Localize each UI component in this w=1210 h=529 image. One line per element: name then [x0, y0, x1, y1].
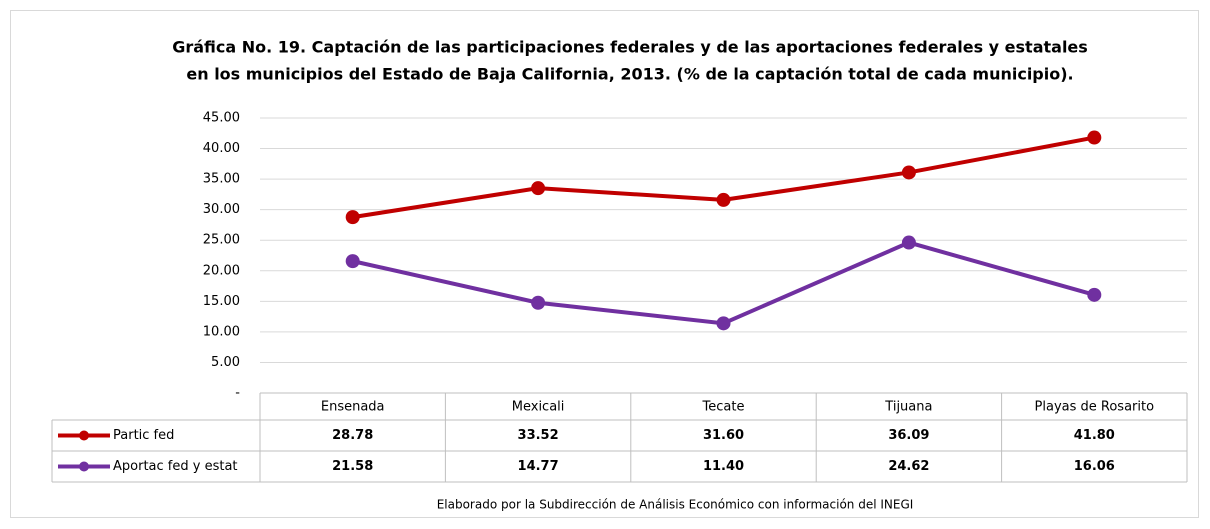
x-tick-label: Mexicali	[512, 400, 565, 415]
table-value: 14.77	[518, 459, 559, 474]
legend-marker	[79, 430, 89, 441]
source-note: Elaborado por la Subdirección de Análisi…	[437, 498, 914, 512]
table-value: 41.80	[1074, 428, 1115, 443]
y-tick-label: 35.00	[203, 172, 240, 187]
y-tick-label: 40.00	[203, 141, 240, 156]
data-point	[1087, 130, 1102, 145]
x-tick-label: Tecate	[702, 400, 745, 415]
table-value: 28.78	[332, 428, 373, 443]
y-tick-label: 5.00	[211, 355, 240, 370]
data-point	[716, 192, 731, 207]
y-tick-label: 20.00	[203, 263, 240, 278]
data-point	[345, 210, 360, 225]
y-tick-label: 45.00	[203, 111, 240, 126]
legend-label: Partic fed	[113, 428, 174, 443]
y-tick-label: -	[235, 386, 240, 401]
table-value: 11.40	[703, 459, 744, 474]
legend-label: Aportac fed y estat	[113, 459, 238, 474]
data-point	[531, 295, 546, 310]
data-point	[901, 235, 916, 250]
x-tick-label: Playas de Rosarito	[1035, 400, 1155, 415]
chart-title: en los municipios del Estado de Baja Cal…	[186, 65, 1073, 84]
data-point	[1087, 287, 1102, 302]
table-value: 33.52	[518, 428, 559, 443]
chart-title: Gráfica No. 19. Captación de las partici…	[172, 38, 1088, 57]
table-value: 36.09	[888, 428, 929, 443]
y-tick-label: 15.00	[203, 294, 240, 309]
x-tick-label: Ensenada	[321, 400, 385, 415]
data-point	[901, 165, 916, 180]
table-value: 16.06	[1074, 459, 1115, 474]
x-tick-label: Tijuana	[884, 400, 932, 415]
y-tick-label: 30.00	[203, 202, 240, 217]
data-point	[716, 316, 731, 331]
table-value: 21.58	[332, 459, 373, 474]
data-point	[345, 254, 360, 269]
table-value: 31.60	[703, 428, 744, 443]
table-value: 24.62	[888, 459, 929, 474]
y-tick-label: 25.00	[203, 233, 240, 248]
chart-border	[10, 10, 1199, 518]
y-tick-label: 10.00	[203, 324, 240, 339]
legend-marker	[79, 461, 89, 472]
data-point	[531, 181, 546, 196]
